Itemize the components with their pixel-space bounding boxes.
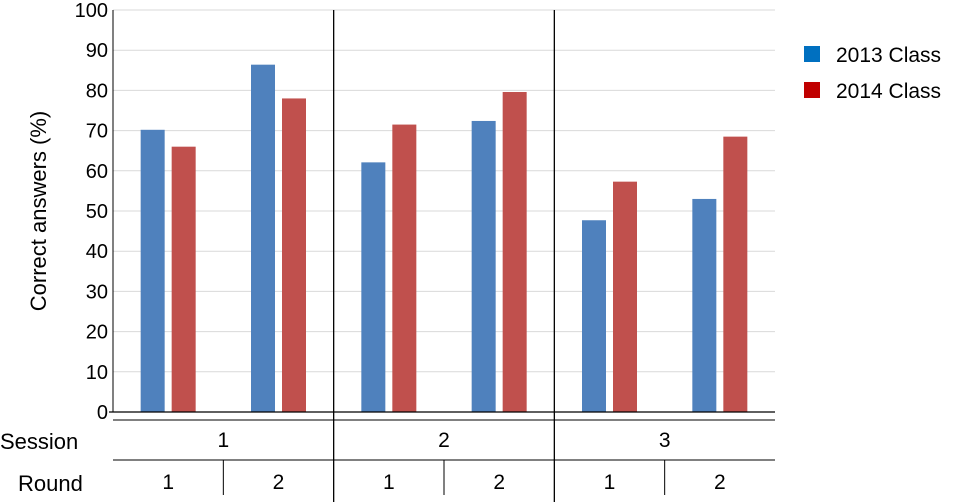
bar-2014-class-s1-r2	[282, 98, 306, 412]
session-label: 2	[438, 429, 450, 452]
session-axis-label: Session	[0, 429, 78, 454]
gridlines	[113, 9, 775, 373]
bar-2013-class-s3-r1	[582, 220, 606, 412]
round-label: 2	[714, 471, 726, 494]
bar-2014-class-s3-r1	[613, 181, 637, 412]
legend: 2013 Class 2014 Class	[804, 44, 941, 103]
session-label: 3	[659, 429, 671, 452]
y-tick-labels: 0 10 20 30 40 50 60 70 80 90 100	[75, 0, 108, 424]
session-label: 1	[217, 429, 229, 452]
y-tick-label: 40	[86, 241, 108, 263]
round-axis-label: Round	[18, 471, 83, 496]
bar-2014-class-s2-r2	[502, 92, 527, 413]
round-label: 2	[493, 471, 505, 494]
legend-label: 2013 Class	[836, 44, 941, 67]
bar-2014-class-s2-r1	[392, 124, 417, 412]
x-category-labels: 1 2 3 1 2 1 2 1 2	[162, 429, 725, 494]
y-tick-label: 0	[97, 402, 108, 424]
bar-2013-class-s2-r2	[471, 120, 496, 413]
bar-2014-class-s1-r1	[171, 146, 196, 412]
round-label: 1	[604, 471, 616, 494]
y-axis-title: Correct answers (%)	[26, 111, 51, 311]
round-label: 2	[273, 471, 285, 494]
bar-2013-class-s1-r2	[251, 64, 275, 412]
y-tick-label: 90	[86, 40, 108, 62]
round-label: 1	[383, 471, 395, 494]
bar-2014-class-s3-r2	[723, 136, 748, 412]
y-tick-label: 70	[86, 121, 108, 143]
bar-2013-class-s1-r1	[140, 129, 165, 412]
y-tick-label: 80	[86, 80, 108, 102]
y-tick-label: 100	[75, 0, 108, 22]
round-label: 1	[162, 471, 174, 494]
y-tick-label: 50	[86, 201, 108, 223]
y-tick-label: 60	[86, 161, 108, 183]
bar-2013-class-s2-r1	[361, 162, 386, 412]
legend-label: 2014 Class	[836, 80, 941, 103]
axes	[109, 10, 775, 502]
bars	[140, 64, 748, 413]
y-tick-label: 20	[86, 322, 108, 344]
y-tick-label: 30	[86, 281, 108, 303]
legend-swatch	[804, 46, 820, 62]
legend-swatch	[804, 82, 820, 98]
y-tick-label: 10	[86, 362, 108, 384]
bar-2013-class-s3-r2	[692, 198, 717, 412]
